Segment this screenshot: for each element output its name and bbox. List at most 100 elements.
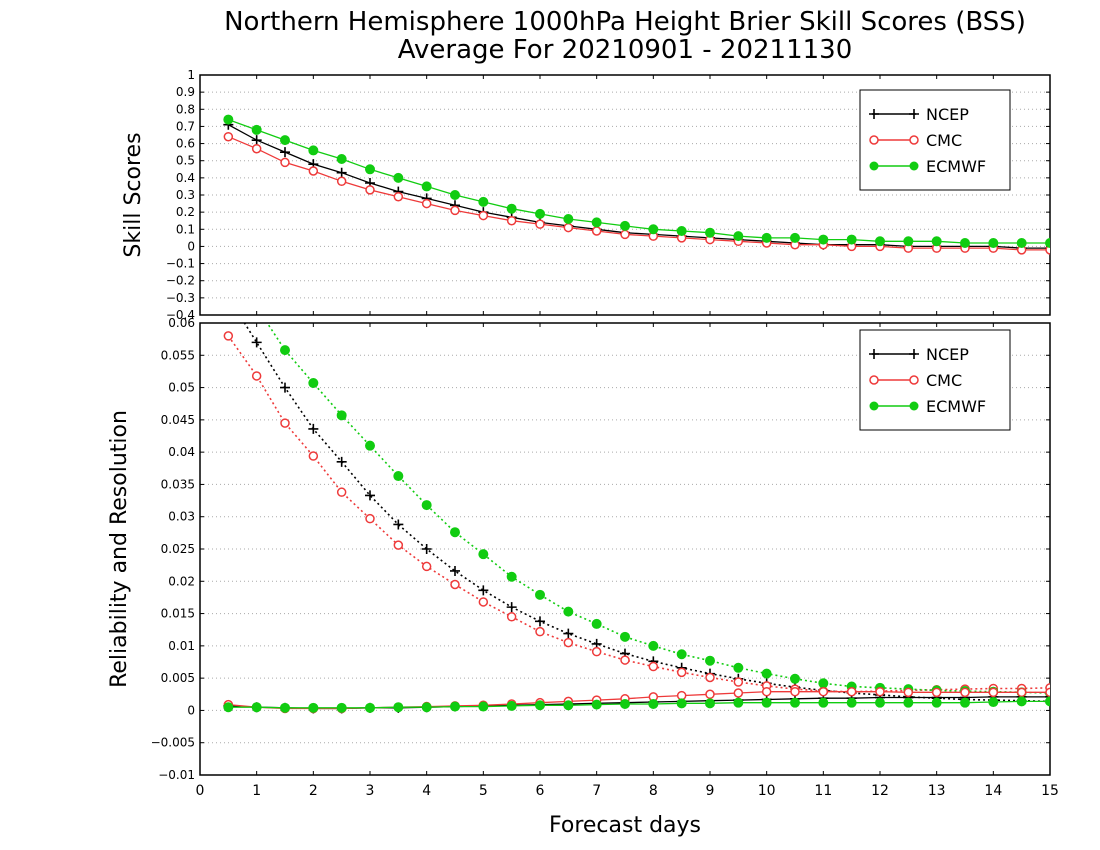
data-point [365,702,375,713]
data-point [478,701,489,712]
data-point [224,264,233,273]
data-point [251,143,262,154]
data-point [308,702,319,713]
data-point [1016,238,1027,248]
data-point [535,616,545,627]
data-point [620,698,630,709]
y-tick-label: 0.3 [176,188,195,202]
data-point [1016,696,1027,707]
data-point [365,185,375,195]
data-point [506,571,517,582]
data-point [478,196,489,207]
series-area [223,264,1050,714]
data-point [705,672,715,683]
data-point [648,224,659,235]
data-point [535,700,545,711]
data-point [450,701,460,712]
series-ecmwf-dotted [224,264,1050,698]
data-point [705,655,715,666]
x-tick-label: 0 [196,783,205,799]
data-point [450,579,460,590]
data-point [960,697,970,708]
data-point [846,697,857,708]
legend-label: NCEP [926,345,969,364]
data-point [875,686,885,697]
series-line [228,691,1050,710]
data-point [251,702,262,713]
data-point [421,198,432,209]
data-point [733,662,744,673]
legend-marker [869,375,879,385]
data-point [705,689,715,700]
y-tick-label: 0.045 [161,413,195,427]
y-tick-label: −0.005 [151,736,195,750]
legend-marker [909,109,919,119]
legend-marker [909,401,919,411]
data-point [931,687,942,698]
data-point [421,181,432,192]
y-tick-label: 0.015 [161,607,195,621]
data-point [393,519,404,530]
data-point [620,631,630,642]
data-point [506,203,517,214]
data-point [563,628,574,639]
data-point [563,222,574,233]
legend-marker [869,349,879,359]
x-tick-label: 9 [706,783,715,799]
data-point [336,456,347,467]
data-point [251,371,262,381]
legend-marker [869,109,879,119]
data-point [676,649,687,660]
x-tick-label: 3 [366,783,375,799]
legend-marker [869,135,879,145]
data-point [733,677,744,687]
data-point [875,236,885,247]
data-point [931,697,942,708]
data-point [251,135,262,146]
x-tick-label: 11 [814,783,832,799]
x-tick-label: 15 [1041,783,1059,799]
x-tick-label: 12 [871,783,889,799]
data-point [308,378,319,389]
x-tick-label: 6 [536,783,545,799]
x-tick-label: 1 [252,783,261,799]
data-point [591,699,602,710]
data-point [336,487,347,497]
data-point [365,440,375,451]
y-tick-label: 0.8 [176,102,195,116]
data-point [393,191,404,202]
legend-label: ECMWF [926,397,986,416]
legend-marker [909,375,919,385]
data-point [591,217,602,228]
series-ecmwf-solid [223,696,1050,713]
data-point [336,167,347,178]
data-point [421,561,432,572]
data-point [450,565,460,576]
data-point [790,673,800,684]
legend-item-ncep: NCEP [869,345,969,364]
x-tick-label: 8 [649,783,658,799]
data-point [931,236,942,247]
data-point [393,471,404,482]
data-point [393,540,404,550]
data-point [620,655,630,665]
y-tick-label: 0.005 [161,671,195,685]
data-point [790,697,800,708]
data-point [478,597,489,607]
data-point [252,302,261,311]
y-tick-label: 0.06 [168,316,195,330]
data-point [280,135,290,146]
data-point [336,702,347,713]
data-point [535,626,545,637]
data-point [903,697,914,708]
x-tick-label: 14 [984,783,1002,799]
data-point [591,618,602,629]
y-axis-title: Reliability and Resolution [107,410,132,688]
data-point [648,661,659,672]
legend-label: CMC [926,131,962,150]
y-tick-label: 0.5 [176,154,195,168]
y-tick-label: 0.055 [161,348,195,362]
data-point [903,236,914,247]
data-point [478,210,489,221]
y-tick-label: 0.035 [161,477,195,491]
